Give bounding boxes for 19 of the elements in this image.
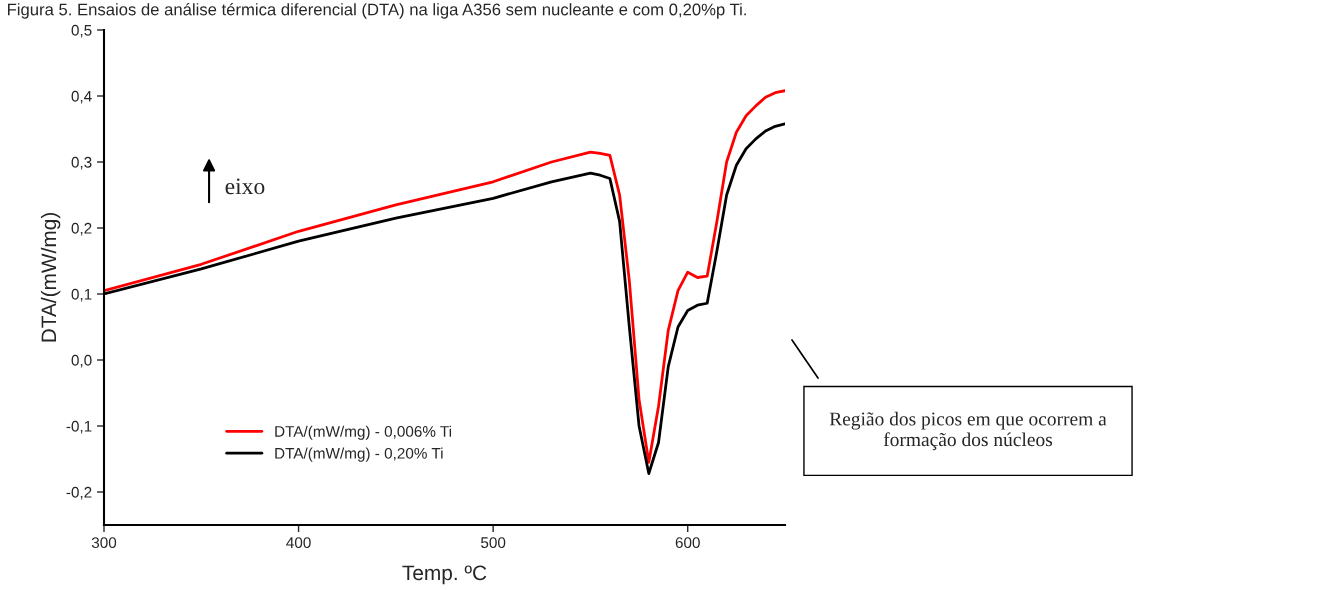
y-tick-label: 0,2	[71, 222, 92, 236]
y-tick-label: 0,0	[71, 354, 92, 368]
legend-label: DTA/(mW/mg) - 0,006% Ti	[275, 425, 452, 440]
y-tick-label: -0,1	[66, 420, 92, 434]
x-tick-label: 400	[286, 537, 311, 549]
x-tick-label: 300	[91, 537, 117, 549]
text: Região dos picos em que ocorrem a formação dos núcleos	[829, 411, 1107, 451]
annotation: eixo	[225, 178, 265, 195]
x-axis-title: Temp. ºC	[402, 565, 487, 585]
chart-title: Figura 5. Ensaios de análise térmica diferencial (DTA) na liga A356 sem nucleante e com 0,20%p Ti.	[7, 2, 746, 19]
y-tick-label: 0,5	[71, 24, 92, 38]
x-tick-label: 600	[675, 537, 700, 549]
legend-label: DTA/(mW/mg) - 0,20% Ti	[275, 447, 443, 462]
y-tick-label: -0,2	[66, 486, 92, 500]
y-tick-label: 0,1	[71, 288, 92, 302]
x-tick-label: 500	[481, 537, 506, 549]
y-axis-title: DTA/(mW/mg)	[40, 213, 61, 342]
y-tick-label: 0,3	[71, 156, 92, 170]
y-tick-label: 0,4	[71, 90, 92, 104]
